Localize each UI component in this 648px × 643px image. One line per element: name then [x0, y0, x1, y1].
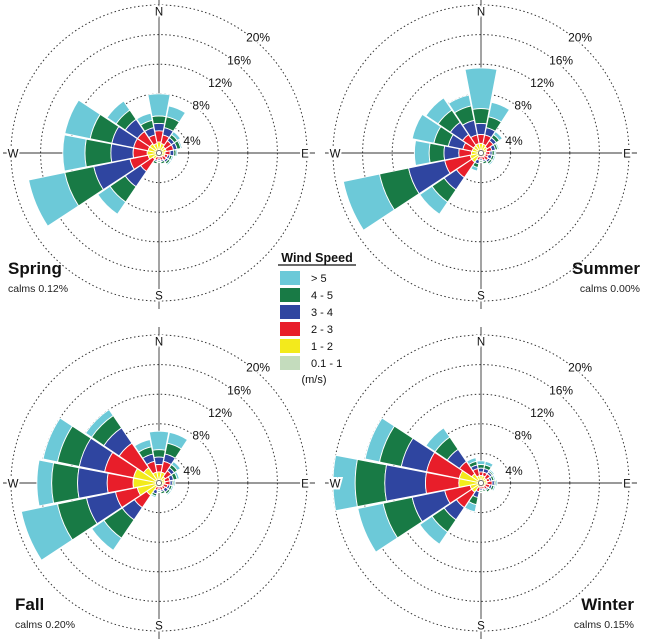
direction-label-S: S [477, 291, 485, 303]
ring-label: 16% [227, 383, 251, 397]
ring-label: 12% [208, 406, 232, 420]
ring-label: 8% [192, 429, 210, 443]
direction-label-W: W [330, 149, 341, 161]
ring-label: 4% [505, 464, 523, 478]
petal-N-4-5 [152, 449, 166, 459]
legend-swatch [280, 339, 300, 353]
direction-label-W: W [8, 479, 19, 491]
legend: Wind Speed > 5 4 - 5 3 - 4 2 - 3 1 - 2 0.1 - 1… [278, 251, 356, 386]
ring-label: 12% [530, 76, 554, 90]
calm-center [156, 150, 162, 156]
ring-label: 12% [530, 406, 554, 420]
legend-label: > 5 [311, 273, 327, 285]
direction-label-W: W [330, 479, 341, 491]
petal-W-4-5 [51, 462, 80, 504]
ring-label: 16% [549, 53, 573, 67]
direction-label-N: N [477, 7, 485, 19]
petal-N->5 [148, 430, 170, 451]
legend-swatch [280, 356, 300, 370]
petal-W-4-5 [354, 458, 388, 508]
petal-W->5 [413, 139, 431, 167]
ring-label: 20% [568, 361, 592, 375]
legend-label: 3 - 4 [311, 307, 333, 319]
wind-rose-spring: 4% 8% 12% 16% 20% N E S W Spring calms 0.12% [3, 0, 315, 309]
ring-label: 20% [568, 31, 592, 45]
direction-label-S: S [155, 621, 163, 633]
ring-label: 8% [514, 99, 532, 113]
direction-label-S: S [477, 621, 485, 633]
ring-label: 4% [183, 464, 201, 478]
direction-label-N: N [155, 337, 163, 349]
direction-label-E: E [623, 479, 631, 491]
petal-N-4-5 [151, 115, 167, 125]
calm-center [478, 480, 484, 486]
calms-label: calms 0.12% [8, 283, 68, 295]
direction-label-E: E [623, 149, 631, 161]
calms-label: calms 0.00% [580, 283, 640, 295]
legend-swatch [280, 288, 300, 302]
season-title: Winter [581, 595, 634, 614]
direction-label-W: W [8, 149, 19, 161]
legend-swatch [280, 305, 300, 319]
petal-N-4-5 [472, 108, 490, 125]
direction-label-N: N [477, 337, 485, 349]
ring-label: 20% [246, 361, 270, 375]
ring-label: 4% [183, 134, 201, 148]
direction-label-E: E [301, 479, 309, 491]
legend-swatch [280, 271, 300, 285]
calms-label: calms 0.20% [15, 619, 75, 631]
direction-label-N: N [155, 7, 163, 19]
ring-label: 16% [227, 53, 251, 67]
legend-label: 1 - 2 [311, 341, 333, 353]
petal-W-3-4 [77, 467, 109, 499]
legend-label: 4 - 5 [311, 290, 333, 302]
petal-N-3-4 [153, 456, 165, 466]
wind-rose-fall: 4% 8% 12% 16% 20% N E S W Fall calms 0.20% [3, 327, 315, 639]
ring-label: 8% [192, 99, 210, 113]
wind-rose-winter: 4% 8% 12% 16% 20% N E S W Winter calms 0.15% [325, 327, 637, 639]
ring-label: 20% [246, 31, 270, 45]
petal-W-4-5 [428, 142, 446, 164]
legend-label: 0.1 - 1 [311, 358, 342, 370]
petal-W->5 [62, 134, 87, 172]
direction-label-E: E [301, 149, 309, 161]
petal-N-3-4 [152, 122, 166, 132]
legend-title: Wind Speed [281, 251, 352, 265]
wind-rose-summer: 4% 8% 12% 16% 20% N E S W Summer calms 0.00% [325, 0, 640, 309]
calms-label: calms 0.15% [574, 619, 634, 631]
calm-center [156, 480, 162, 486]
petal-W-4-5 [84, 138, 113, 168]
ring-label: 8% [514, 429, 532, 443]
ring-label: 16% [549, 383, 573, 397]
ring-label: 12% [208, 76, 232, 90]
season-title: Spring [8, 259, 62, 278]
petal-W->5 [36, 459, 55, 507]
calm-center [478, 150, 484, 156]
petal-N->5 [147, 93, 171, 118]
direction-label-S: S [155, 291, 163, 303]
legend-unit: (m/s) [301, 374, 326, 386]
legend-swatch [280, 322, 300, 336]
legend-label: 2 - 3 [311, 324, 333, 336]
season-title: Fall [15, 595, 44, 614]
ring-label: 4% [505, 134, 523, 148]
season-title: Summer [572, 259, 640, 278]
